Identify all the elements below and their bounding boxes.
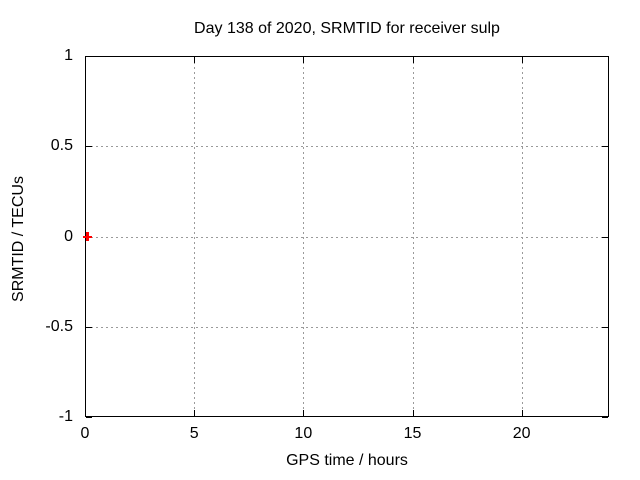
x-tick-mark-top — [412, 57, 414, 63]
x-tick-label: 20 — [512, 425, 531, 442]
x-tick-mark-top — [521, 57, 523, 63]
gridline-horizontal — [86, 146, 608, 148]
x-tick-label: 0 — [80, 425, 90, 442]
y-tick-mark-right — [602, 146, 608, 148]
y-tick-label: 0 — [64, 227, 73, 245]
chart-title: Day 138 of 2020, SRMTID for receiver sul… — [194, 20, 500, 37]
y-tick-mark-right — [602, 56, 608, 57]
gridline-horizontal — [86, 236, 608, 238]
x-tick-mark-bottom — [85, 410, 86, 416]
marker-vertical-stroke — [85, 232, 89, 241]
gridline-vertical — [194, 57, 196, 416]
x-tick-label: 5 — [189, 425, 199, 442]
x-tick-mark-top — [194, 57, 196, 63]
gridline-vertical — [412, 57, 414, 416]
y-tick-mark-left — [86, 326, 92, 328]
x-tick-mark-bottom — [521, 410, 523, 416]
x-tick-mark-top — [85, 57, 86, 63]
y-tick-mark-right — [602, 326, 608, 328]
x-tick-mark-bottom — [303, 410, 305, 416]
gridline-horizontal — [86, 326, 608, 328]
y-tick-mark-left — [86, 146, 92, 148]
plot-area — [85, 56, 609, 418]
x-tick-label: 15 — [403, 425, 422, 442]
y-tick-label: 1 — [64, 47, 73, 64]
y-tick-label: 0.5 — [50, 137, 73, 155]
y-tick-mark-right — [602, 417, 608, 418]
data-point-marker — [82, 232, 92, 241]
gridline-vertical — [521, 57, 523, 416]
y-tick-label: -0.5 — [45, 317, 73, 335]
gridline-vertical — [303, 57, 305, 416]
y-tick-mark-right — [602, 236, 608, 238]
y-tick-label: -1 — [58, 408, 73, 425]
x-axis-label: GPS time / hours — [286, 452, 408, 469]
y-tick-mark-left — [86, 417, 92, 418]
x-tick-mark-top — [303, 57, 305, 63]
y-tick-mark-left — [86, 56, 92, 57]
x-tick-mark-bottom — [194, 410, 196, 416]
x-tick-mark-bottom — [412, 410, 414, 416]
x-tick-label: 10 — [294, 425, 313, 442]
